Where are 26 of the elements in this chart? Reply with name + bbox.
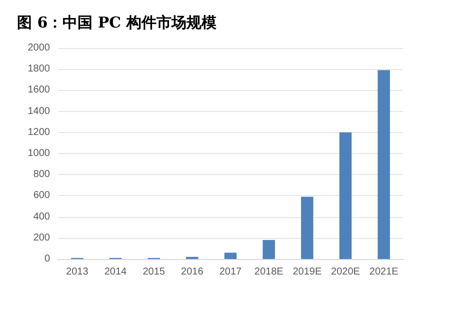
y-tick-label: 0 xyxy=(44,254,50,264)
y-tick-label: 400 xyxy=(33,211,50,222)
y-tick-label: 2000 xyxy=(28,42,50,54)
y-tick-label: 1600 xyxy=(28,84,50,96)
y-tick-label: 200 xyxy=(33,232,50,244)
bar xyxy=(262,240,275,259)
bar xyxy=(339,132,352,259)
y-tick-label: 1800 xyxy=(28,64,50,75)
x-tick-label: 2016 xyxy=(181,266,204,278)
x-tick-label: 2015 xyxy=(142,266,166,278)
y-tick-label: 800 xyxy=(33,169,50,180)
x-tick-label: 2013 xyxy=(66,266,89,278)
x-tick-label: 2021E xyxy=(369,266,399,278)
bar xyxy=(378,70,390,259)
y-tick-label: 1400 xyxy=(28,106,50,117)
x-tick-label: 2017 xyxy=(219,266,242,278)
y-tick-label: 1200 xyxy=(28,126,50,138)
x-tick-label: 2014 xyxy=(104,266,128,278)
x-tick-label: 2020E xyxy=(331,266,360,278)
x-tick-label: 2019E xyxy=(292,266,322,278)
chart-title: 图 6：中国 PC 构件市场规模 xyxy=(17,14,218,32)
y-tick-label: 1000 xyxy=(28,148,50,159)
x-tick-label: 2018E xyxy=(254,266,284,278)
bar xyxy=(301,196,314,259)
bar xyxy=(224,252,237,259)
y-tick-label: 600 xyxy=(33,190,50,202)
